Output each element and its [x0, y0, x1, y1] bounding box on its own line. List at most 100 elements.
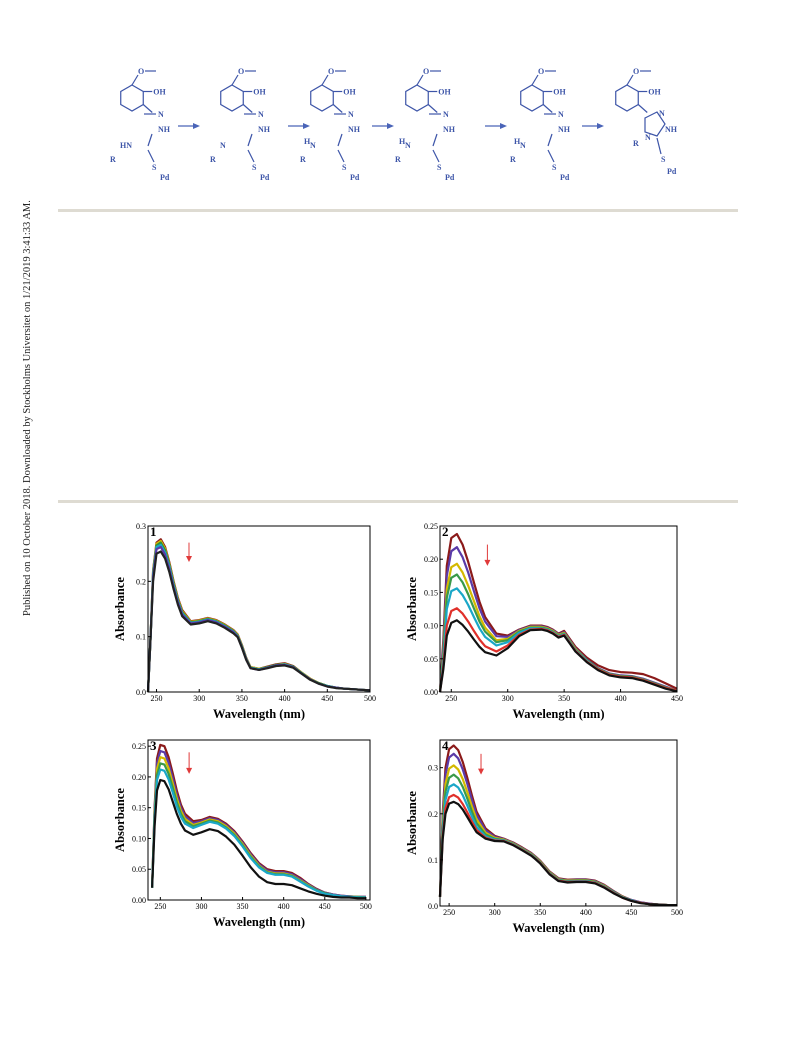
amine-label: HN: [120, 141, 132, 150]
thioamide-bond: [547, 133, 553, 147]
s-label: S: [252, 163, 257, 172]
x-axis-title: Wavelength (nm): [213, 707, 305, 721]
spectrum-series-3: [438, 764, 677, 907]
trend-arrowhead: [186, 767, 193, 774]
triazole-ring: [644, 111, 666, 137]
hydroxyl-label: OH: [153, 88, 166, 97]
x-tick-label: 250: [445, 694, 457, 703]
cs-bond: [147, 149, 155, 163]
trend-arrowhead: [478, 768, 485, 775]
s-label: S: [152, 163, 157, 172]
x-tick-label: 450: [671, 694, 683, 703]
cs-bond: [337, 149, 345, 163]
spectrum-series-6: [151, 778, 366, 900]
y-tick-label: 0.15: [132, 804, 146, 813]
thioamide-bond: [432, 133, 438, 147]
y-tick-label: 0.3: [428, 764, 438, 773]
section-divider-bottom: [58, 500, 738, 503]
hydroxyl-label: OH: [553, 88, 566, 97]
methoxy-bond: [416, 74, 424, 86]
pd-label: Pd: [445, 173, 455, 182]
y-tick-label: 0.10: [132, 834, 146, 843]
x-tick-label: 250: [154, 902, 166, 911]
hydroxyl-label: OH: [438, 88, 451, 97]
r-label: R: [300, 155, 306, 164]
cs-bond: [432, 149, 440, 163]
benzene-ring: [120, 84, 144, 112]
h-label: H: [399, 137, 406, 146]
y-axis-title: Absorbance: [113, 788, 127, 852]
methoxy-label: O: [138, 67, 144, 76]
x-tick-label: 400: [615, 694, 627, 703]
nh-label: NH: [443, 125, 456, 134]
benzene-ring: [220, 84, 244, 112]
spectrum-series-5: [151, 768, 366, 899]
spectrum-series-7: [438, 619, 678, 693]
x-tick-label: 500: [364, 694, 376, 703]
x-tick-label: 450: [625, 908, 637, 917]
nh-label: NH: [558, 125, 571, 134]
y-tick-label: 0.00: [132, 896, 146, 905]
x-tick-label: 250: [151, 694, 163, 703]
methoxy-label: O: [328, 67, 334, 76]
methoxy-label: O: [538, 67, 544, 76]
plot-frame: [439, 739, 678, 907]
x-tick-label: 500: [360, 902, 372, 911]
methoxy-bond: [531, 74, 539, 86]
methoxy-label: O: [238, 67, 244, 76]
x-tick-label: 300: [193, 694, 205, 703]
y-tick-label: 0.1: [428, 856, 438, 865]
plot-frame: [439, 525, 678, 693]
y-tick-label: 0.05: [424, 655, 438, 664]
y-axis-title: Absorbance: [405, 577, 419, 641]
imine-bond: [332, 104, 343, 113]
y-tick-label: 0.1: [136, 633, 146, 642]
spectrum-chart-1: 250 300 350 400 450 500 0.0 0.1 0.2 0.3 Wavelength…: [113, 522, 376, 721]
thioamide-bond: [247, 133, 253, 147]
s-label: S: [437, 163, 442, 172]
x-tick-label: 250: [443, 908, 455, 917]
nh-label: NH: [348, 125, 361, 134]
n-label: N: [645, 133, 651, 142]
y-tick-label: 0.0: [136, 688, 146, 697]
pd-label: Pd: [260, 173, 270, 182]
cs-bond: [247, 149, 255, 163]
x-tick-label: 400: [278, 902, 290, 911]
spectrum-panel-4: 250 300 350 400 450 500 0.0 0.1 0.2 0.3 Wavelength…: [400, 732, 685, 938]
nh-label: NH: [158, 125, 171, 134]
y-tick-label: 0.3: [136, 522, 146, 531]
spectrum-series-3: [438, 562, 678, 693]
plot-frame: [147, 739, 371, 901]
x-axis-title: Wavelength (nm): [512, 707, 604, 721]
download-notice: Published on 10 October 2018. Downloaded…: [22, 200, 33, 616]
spectrum-chart-4: 250 300 350 400 450 500 0.0 0.1 0.2 0.3 Wavelength…: [405, 738, 683, 935]
pd-label: Pd: [350, 173, 360, 182]
x-tick-label: 300: [195, 902, 207, 911]
reaction-arrowhead: [193, 123, 200, 129]
plot-frame: [147, 525, 371, 693]
x-tick-label: 450: [319, 902, 331, 911]
trend-arrowhead: [185, 555, 192, 562]
n-label: N: [158, 110, 164, 119]
spectrum-chart-3: 250 300 350 400 450 500 0.00 0.05 0.10 0.15 0.20 0.…: [113, 738, 372, 929]
ring-nh-label: NH: [665, 125, 678, 134]
x-tick-label: 450: [321, 694, 333, 703]
imine-bond: [142, 104, 153, 113]
hydroxyl-label: OH: [253, 88, 266, 97]
r-label: R: [210, 155, 216, 164]
s-label: S: [661, 155, 666, 164]
imine-bond: [542, 104, 553, 113]
thioamide-bond: [147, 133, 153, 147]
spectrum-panel-1: 250 300 350 400 450 500 0.0 0.1 0.2 0.3 Wavelength…: [108, 518, 378, 724]
x-tick-label: 500: [671, 908, 683, 917]
spectrum-panel-3: 250 300 350 400 450 500 0.00 0.05 0.10 0.15 0.20 0.…: [108, 732, 378, 932]
x-axis-title: Wavelength (nm): [512, 921, 604, 935]
spectrum-chart-2: 250 300 350 400 450 0.00 0.05 0.10 0.15 0.20 0.25 W…: [405, 522, 683, 721]
imine-bond: [637, 104, 648, 113]
spectrum-series-5: [438, 783, 677, 907]
methoxy-label: O: [423, 67, 429, 76]
pd-label: Pd: [560, 173, 570, 182]
hydroxyl-label: OH: [343, 88, 356, 97]
